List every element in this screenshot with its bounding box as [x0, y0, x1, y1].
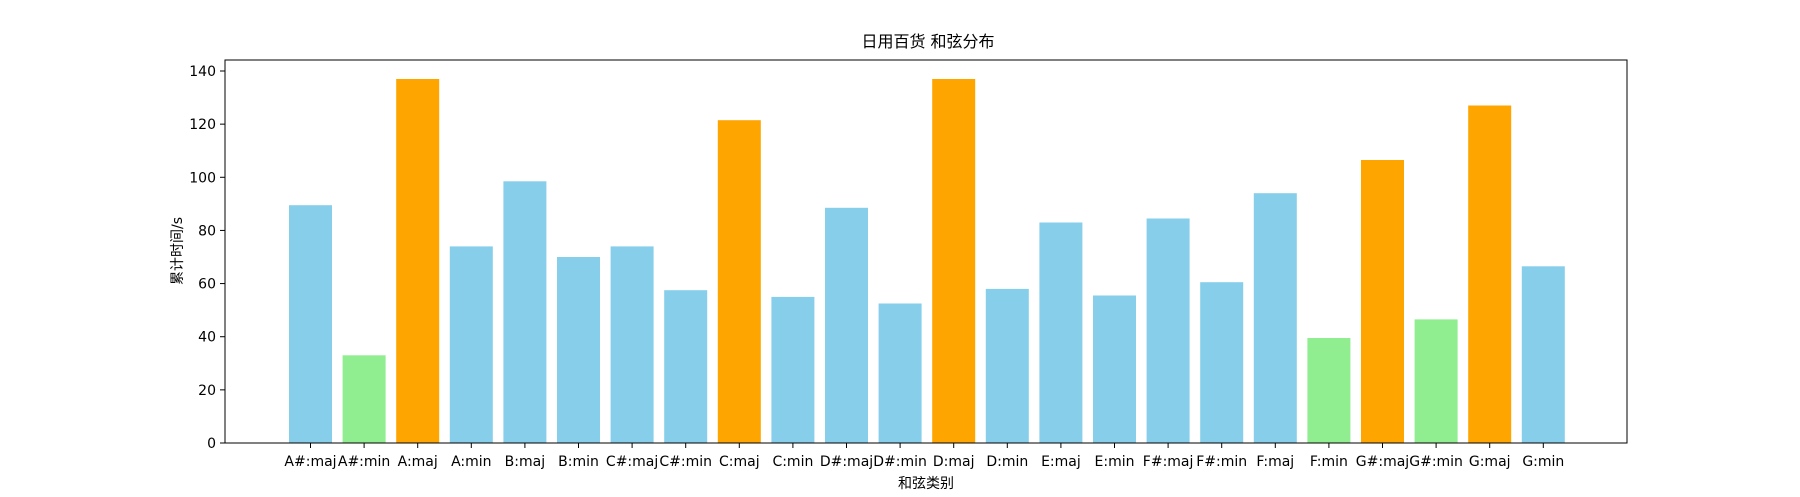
x-tick-label: C#:maj [606, 454, 658, 470]
y-tick-label: 80 [198, 223, 216, 239]
x-tick-label: D:maj [933, 454, 975, 470]
y-tick-label: 60 [198, 277, 216, 293]
bar-G-maj [1468, 105, 1512, 443]
x-tick-label: G#:min [1409, 454, 1463, 470]
bar-Asharp-min [342, 355, 386, 443]
bar-E-maj [1039, 222, 1083, 443]
x-tick-label: D#:maj [820, 454, 873, 470]
plot-frame [224, 59, 1628, 444]
x-tick-label: A:maj [398, 454, 438, 470]
bar-Fsharp-min [1200, 282, 1244, 443]
x-tick-label: E:min [1095, 454, 1135, 470]
x-tick-label: D:min [986, 454, 1028, 470]
x-tick-label: B:maj [505, 454, 545, 470]
bar-E-min [1093, 295, 1136, 443]
chart-title: 日用百货 和弦分布 [861, 32, 994, 51]
bar-Asharp-maj [289, 205, 332, 443]
x-tick-label: G:min [1522, 454, 1564, 470]
y-axis: 0 20 40 60 80 100 120 140 [189, 64, 225, 452]
bar-Csharp-min [664, 290, 708, 443]
y-axis-label: 累计时间/s [170, 217, 186, 285]
bar-Dsharp-maj [825, 207, 868, 443]
bar-Gsharp-min [1414, 319, 1458, 443]
y-tick-label: 0 [207, 436, 216, 452]
y-tick-label: 20 [198, 383, 216, 399]
x-axis-label: 和弦类别 [898, 476, 954, 492]
x-tick-label: B:min [558, 454, 599, 470]
bar-Gsharp-maj [1361, 160, 1404, 443]
y-tick-label: 100 [189, 170, 216, 186]
bar-Dsharp-min [878, 303, 922, 443]
x-tick-label: G:maj [1469, 454, 1511, 470]
x-tick-label: C:min [772, 454, 813, 470]
bar-F-min [1307, 338, 1351, 443]
bar-G-min [1521, 266, 1565, 443]
bar-A-maj [396, 79, 440, 443]
x-tick-label: A#:maj [284, 454, 336, 470]
x-tick-label: C#:min [659, 454, 712, 470]
bar-B-min [557, 257, 600, 443]
bar-Fsharp-maj [1146, 218, 1190, 443]
bar-F-maj [1253, 193, 1297, 443]
x-tick-label: G#:maj [1356, 454, 1409, 470]
x-tick-label: E:maj [1041, 454, 1081, 470]
bar-B-maj [503, 181, 547, 444]
bar-D-maj [932, 79, 976, 443]
bar-Csharp-maj [610, 246, 654, 443]
x-tick-label: A#:min [338, 454, 390, 470]
y-tick-label: 140 [189, 64, 216, 80]
x-tick-label: F:maj [1256, 454, 1294, 470]
x-tick-label: F:min [1310, 454, 1348, 470]
y-tick-label: 40 [198, 330, 216, 346]
x-tick-label: F#:min [1196, 454, 1247, 470]
bar-A-min [449, 246, 493, 443]
bar-C-min [771, 296, 815, 443]
bar-C-maj [717, 120, 761, 443]
x-tick-label: F#:maj [1143, 454, 1194, 470]
x-tick-label: C:maj [719, 454, 760, 470]
x-tick-label: D#:min [873, 454, 927, 470]
x-tick-label: A:min [451, 454, 491, 470]
y-tick-label: 120 [189, 117, 216, 133]
x-axis: A#:maj A#:min A:maj A:min B:maj B:min C#:maj C#… [284, 443, 1564, 470]
bars-group [289, 79, 1565, 444]
bar-D-min [985, 288, 1029, 443]
